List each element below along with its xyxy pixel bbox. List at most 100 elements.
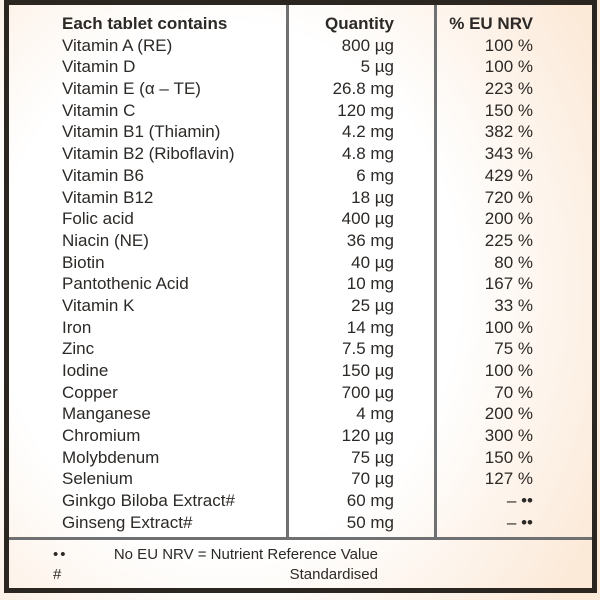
- ingredient-quantity: 10 mg: [346, 274, 394, 294]
- footnote-nrv: •• No EU NRV = Nutrient Reference Value: [53, 545, 378, 565]
- table-row: Vitamin E (α – TE) 26.8 mg 223 %: [9, 78, 592, 100]
- column-divider-1: [286, 4, 289, 537]
- footnotes: •• No EU NRV = Nutrient Reference Value …: [53, 545, 378, 585]
- ingredient-quantity: 6 mg: [356, 165, 394, 185]
- ingredient-name: Vitamin K: [62, 295, 135, 315]
- ingredient-name: Pantothenic Acid: [62, 274, 189, 294]
- table-row: Chromium 120 µg 300 %: [9, 425, 592, 447]
- ingredient-quantity: 800 µg: [341, 35, 394, 55]
- table-row: Vitamin K 25 µg 33 %: [9, 295, 592, 317]
- table-header-row: Each tablet contains Quantity % EU NRV: [9, 13, 592, 35]
- ingredient-name: Vitamin D: [62, 57, 136, 77]
- ingredient-quantity: 4 mg: [356, 404, 394, 424]
- footnote-standardised: # Standardised: [53, 565, 378, 585]
- ingredient-nrv: 300 %: [484, 426, 533, 446]
- ingredient-quantity: 4.2 mg: [342, 122, 394, 142]
- ingredient-nrv: – ••: [506, 512, 533, 532]
- footnote-separator-line: [9, 537, 592, 540]
- table-row: Vitamin D 5 µg 100 %: [9, 56, 592, 78]
- ingredient-quantity: 700 µg: [341, 382, 394, 402]
- footnote-hash-marker: #: [53, 566, 64, 583]
- ingredient-quantity: 150 µg: [341, 361, 394, 380]
- ingredient-quantity: 75 µg: [351, 447, 394, 467]
- ingredient-name: Vitamin B6: [62, 165, 144, 185]
- ingredient-nrv: 720 %: [484, 187, 533, 207]
- ingredient-quantity: 26.8 mg: [332, 79, 394, 99]
- ingredient-nrv: 225 %: [484, 230, 533, 250]
- table-row: Niacin (NE) 36 mg 225 %: [9, 230, 592, 252]
- ingredient-nrv: 150 %: [484, 447, 533, 467]
- ingredient-name: Iodine: [62, 361, 109, 380]
- table-row: Biotin 40 µg 80 %: [9, 252, 592, 274]
- ingredient-nrv: 223 %: [484, 79, 533, 99]
- ingredient-name: Niacin (NE): [62, 230, 149, 250]
- ingredient-nrv: 382 %: [484, 122, 533, 142]
- table-row: Ginkgo Biloba Extract# 60 mg – ••: [9, 490, 592, 512]
- table-row: Vitamin A (RE) 800 µg 100 %: [9, 35, 592, 57]
- ingredient-name: Molybdenum: [62, 447, 160, 467]
- ingredient-name: Vitamin A (RE): [62, 35, 173, 55]
- ingredient-quantity: 7.5 mg: [342, 339, 394, 359]
- ingredient-nrv: 127 %: [484, 469, 533, 489]
- ingredient-nrv: 33 %: [494, 295, 533, 315]
- ingredient-nrv: 100 %: [484, 317, 533, 337]
- ingredient-quantity: 18 µg: [351, 187, 394, 207]
- column-header-nrv: % EU NRV: [449, 14, 533, 33]
- ingredient-nrv: – ••: [506, 491, 533, 511]
- ingredient-nrv: 150 %: [484, 100, 533, 120]
- table-row: Vitamin B12 18 µg 720 %: [9, 187, 592, 209]
- ingredient-nrv: 200 %: [484, 209, 533, 229]
- column-header-quantity: Quantity: [325, 14, 394, 33]
- ingredient-nrv: 70 %: [494, 382, 533, 402]
- ingredient-nrv: 100 %: [484, 361, 533, 380]
- ingredient-name: Vitamin C: [62, 100, 136, 120]
- ingredient-quantity: 4.8 mg: [342, 144, 394, 164]
- table-row: Zinc 7.5 mg 75 %: [9, 338, 592, 360]
- table-row: Vitamin B1 (Thiamin) 4.2 mg 382 %: [9, 121, 592, 143]
- ingredient-quantity: 14 mg: [346, 317, 394, 337]
- ingredient-quantity: 36 mg: [346, 230, 394, 250]
- ingredient-nrv: 80 %: [494, 252, 533, 272]
- ingredient-name: Folic acid: [62, 209, 134, 229]
- table-row: Folic acid 400 µg 200 %: [9, 208, 592, 230]
- ingredient-nrv: 200 %: [484, 404, 533, 424]
- ingredients-table: Each tablet contains Quantity % EU NRV V…: [9, 13, 592, 534]
- footnote-nrv-text: No EU NRV = Nutrient Reference Value: [113, 546, 378, 563]
- ingredient-nrv: 429 %: [484, 165, 533, 185]
- table-row: Vitamin B6 6 mg 429 %: [9, 165, 592, 187]
- ingredient-quantity: 60 mg: [346, 491, 394, 511]
- ingredient-name: Biotin: [62, 252, 105, 272]
- ingredient-quantity: 120 µg: [341, 426, 394, 446]
- table-row: Iodine 150 µg 100 %: [9, 360, 592, 382]
- ingredient-name: Selenium: [62, 469, 133, 489]
- table-row: Copper 700 µg 70 %: [9, 382, 592, 404]
- footnote-standardised-text: Standardised: [289, 566, 378, 583]
- ingredient-name: Vitamin B12: [62, 187, 154, 207]
- column-divider-2: [434, 4, 437, 537]
- ingredient-quantity: 40 µg: [351, 252, 394, 272]
- column-header-contains: Each tablet contains: [62, 14, 228, 33]
- ingredient-name: Vitamin B1 (Thiamin): [62, 122, 221, 142]
- table-row: Manganese 4 mg 200 %: [9, 403, 592, 425]
- ingredient-nrv: 75 %: [494, 339, 533, 359]
- table-row: Pantothenic Acid 10 mg 167 %: [9, 273, 592, 295]
- ingredient-name: Vitamin B2 (Riboflavin): [62, 144, 235, 164]
- ingredient-nrv: 167 %: [484, 274, 533, 294]
- ingredient-quantity: 50 mg: [346, 512, 394, 532]
- ingredient-name: Manganese: [62, 404, 151, 424]
- table-row: Ginseng Extract# 50 mg – ••: [9, 512, 592, 534]
- ingredient-quantity: 400 µg: [341, 209, 394, 229]
- ingredient-nrv: 343 %: [484, 144, 533, 164]
- ingredient-name: Copper: [62, 382, 118, 402]
- table-row: Vitamin C 120 mg 150 %: [9, 100, 592, 122]
- footnote-bullets-marker: ••: [53, 546, 68, 563]
- ingredient-quantity: 5 µg: [360, 57, 394, 77]
- ingredient-name: Ginkgo Biloba Extract#: [62, 491, 235, 511]
- ingredient-name: Zinc: [62, 339, 95, 359]
- table-row: Vitamin B2 (Riboflavin) 4.8 mg 343 %: [9, 143, 592, 165]
- ingredient-name: Vitamin E (α – TE): [62, 79, 201, 99]
- table-row: Iron 14 mg 100 %: [9, 317, 592, 339]
- ingredient-quantity: 70 µg: [351, 469, 394, 489]
- ingredient-nrv: 100 %: [484, 35, 533, 55]
